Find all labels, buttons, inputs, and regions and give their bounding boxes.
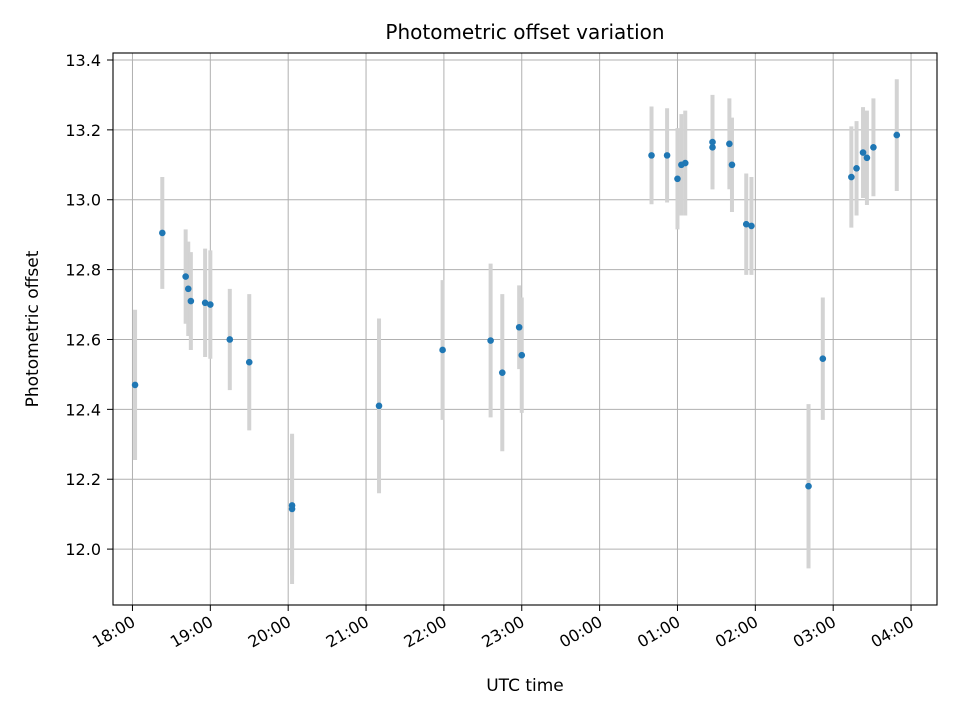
data-point (863, 154, 871, 162)
chart-title: Photometric offset variation (385, 20, 664, 44)
y-tick-label: 12.4 (65, 400, 101, 419)
data-point (375, 402, 383, 410)
y-tick-label: 12.6 (65, 330, 101, 349)
data-point (439, 346, 446, 354)
y-tick-label: 12.8 (65, 261, 101, 280)
data-point (742, 220, 750, 228)
x-axis-label: UTC time (486, 676, 564, 696)
y-tick-label: 12.2 (65, 470, 101, 489)
data-point (226, 336, 234, 343)
data-point (728, 161, 736, 169)
y-axis-label: Photometric offset (23, 250, 43, 407)
data-point (674, 175, 681, 183)
y-axis-ticks: 12.0 12.2 12.4 12.6 12.8 13.0 13.2 13.4 (65, 51, 113, 559)
data-point (515, 323, 523, 331)
data-point (805, 482, 812, 490)
data-point (288, 502, 296, 509)
data-point (159, 229, 166, 237)
y-tick-label: 13.2 (65, 121, 101, 140)
data-point (681, 159, 689, 167)
data-point (663, 152, 671, 159)
data-point (182, 273, 189, 280)
data-point (131, 381, 139, 389)
data-point (184, 285, 192, 293)
data-point (853, 164, 860, 172)
data-point (726, 140, 733, 148)
data-point (893, 131, 901, 139)
y-tick-label: 12.0 (65, 540, 101, 559)
data-point (648, 152, 655, 159)
data-point (748, 222, 755, 230)
data-point (709, 144, 716, 151)
data-point (848, 173, 855, 181)
data-point (498, 369, 506, 376)
y-tick-label: 13.0 (65, 191, 101, 210)
data-point (245, 358, 253, 366)
data-point (207, 301, 214, 308)
data-point (201, 299, 209, 307)
plot-frame (112, 52, 938, 606)
data-point (709, 138, 716, 146)
data-point (819, 355, 827, 362)
data-points (131, 131, 901, 513)
data-point (859, 149, 867, 156)
data-point (518, 351, 526, 359)
data-point (187, 297, 195, 305)
data-point (870, 144, 877, 151)
data-point (487, 337, 494, 344)
y-tick-label: 13.4 (65, 51, 101, 70)
